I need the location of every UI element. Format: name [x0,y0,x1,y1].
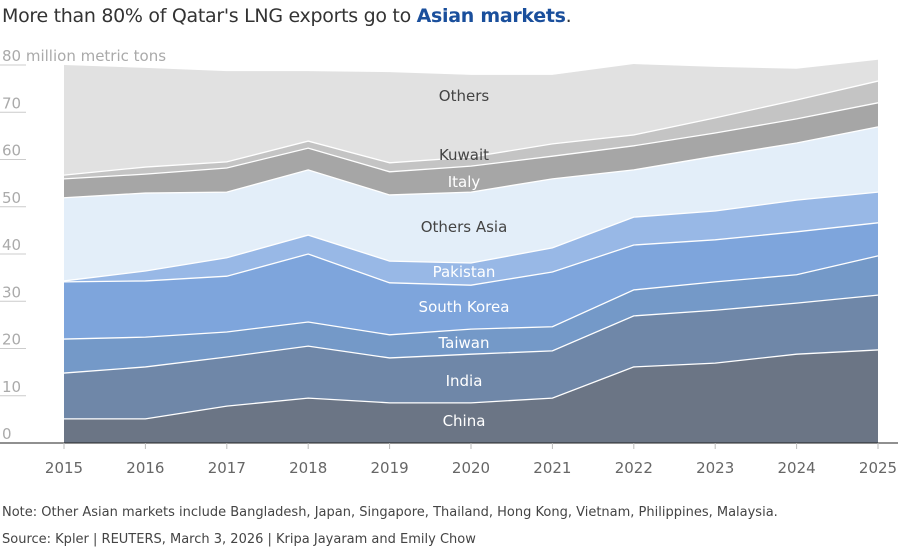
series-label-italy: Italy [448,173,481,191]
title-suffix: . [565,5,572,27]
y-tick-label: 30 [2,283,21,301]
y-tick-label: 10 [2,378,21,396]
area-others [64,59,878,176]
x-tick-label: 2016 [126,459,164,477]
series-boundary-line [64,349,879,420]
area-others-asia [64,126,878,281]
footnote: Note: Other Asian markets include Bangla… [2,505,778,520]
x-tick-label: 2018 [289,459,327,477]
x-tick-label: 2023 [696,459,734,477]
series-label-taiwan: Taiwan [437,334,489,352]
series-label-pakistan: Pakistan [433,263,496,281]
y-tick-label: 80 million metric tons [2,47,166,65]
series-label-india: India [446,372,483,390]
stacked-area-chart: 0 10 20 30 40 50 60 70 80 million metric tons Chi… [0,47,898,477]
x-tick-label: 2025 [859,459,897,477]
area-pakistan [64,192,878,286]
series-boundary-line [63,255,879,340]
y-tick-label: 40 [2,236,21,254]
series-label-kuwait: Kuwait [439,146,489,164]
area-kuwait [64,81,878,179]
series-label-south-korea: South Korea [419,298,510,316]
series-boundary-line [63,102,879,180]
x-tick-label: 2015 [45,459,83,477]
x-tick-label: 2019 [371,459,409,477]
area-india [64,295,878,419]
y-tick-label: 50 [2,189,21,207]
y-tick-label: 70 [2,94,21,112]
series-label-others-asia: Others Asia [421,218,508,236]
series-boundary-line [63,222,879,286]
series-label-others: Others [439,87,490,105]
y-tick-label: 60 [2,142,21,160]
series-boundary-line [63,80,879,176]
area-south-korea [64,222,878,340]
chart-title: More than 80% of Qatar's LNG exports go … [2,5,572,27]
y-tick-label: 20 [2,331,21,349]
series-boundary-line [63,191,879,282]
area-italy [64,102,878,198]
title-text: More than 80% of Qatar's LNG exports go … [2,5,417,27]
x-tick-label: 2020 [452,459,490,477]
series-label-china: China [443,412,486,430]
area-china [64,349,878,443]
series-boundary-line [63,126,879,199]
series-boundary-line [63,294,879,374]
x-tick-label: 2021 [533,459,571,477]
x-tick-label: 2017 [208,459,246,477]
x-tick-label: 2022 [615,459,653,477]
title-highlight: Asian markets [416,5,566,27]
area-taiwan [64,255,878,374]
x-tick-label: 2024 [778,459,816,477]
source-line: Source: Kpler | REUTERS, March 3, 2026 |… [2,532,476,547]
y-tick-label: 0 [2,425,12,443]
